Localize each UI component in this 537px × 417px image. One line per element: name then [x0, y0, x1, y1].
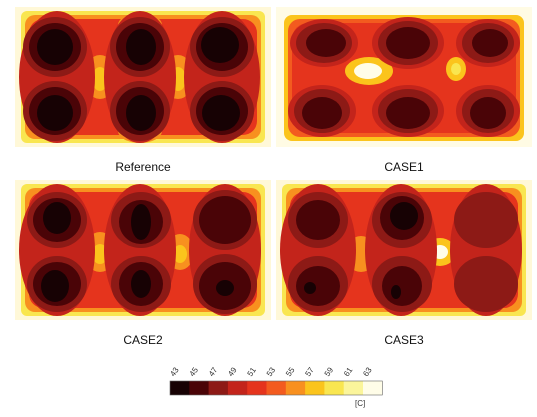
colorbar-tick-label: 55 [284, 365, 297, 378]
panel-label-case1: CASE1 [384, 160, 424, 174]
colorbar: 43 45 47 49 51 53 55 57 59 61 63 [168, 365, 383, 396]
colorbar-swatch [305, 381, 325, 395]
colorbar-tick-label: 57 [303, 365, 316, 378]
colorbar-tick-label: 49 [226, 365, 239, 378]
heatmap-case3 [276, 180, 532, 320]
colorbar-swatch [266, 381, 287, 395]
colorbar-swatch [363, 381, 383, 395]
colorbar-swatch [343, 381, 364, 395]
colorbar-swatch [189, 381, 209, 395]
heatmap-panel-case1 [276, 7, 532, 147]
colorbar-swatch [170, 381, 190, 395]
heatmap-panel-case2 [15, 180, 271, 320]
colorbar-tick-label: 51 [245, 365, 258, 378]
colorbar-tick-label: 45 [188, 365, 201, 378]
colorbar-tick-label: 53 [265, 365, 278, 378]
colorbar-swatch [324, 381, 345, 395]
panel-label-reference: Reference [115, 160, 171, 174]
panel-label-case2: CASE2 [123, 333, 163, 347]
panel-label-case3: CASE3 [384, 333, 424, 347]
hot-spots [345, 57, 466, 85]
colorbar-swatch [208, 381, 229, 395]
colorbar-swatch [227, 381, 248, 395]
colorbar-frame [169, 380, 383, 396]
heatmap-case2 [15, 180, 271, 320]
heatmap-case1 [276, 7, 532, 147]
colorbar-unit: [C] [355, 399, 366, 408]
heatmap-panel-reference [15, 7, 271, 147]
colorbar-tick-label: 61 [342, 365, 355, 378]
heatmap-reference [15, 7, 271, 147]
colorbar-swatch [247, 381, 267, 395]
colorbar-tick-label: 59 [323, 365, 336, 378]
colorbar-tick-label: 47 [207, 365, 220, 378]
colorbar-swatch [285, 381, 306, 395]
colorbar-tick-label: 43 [168, 365, 181, 378]
heatmap-panel-case3 [276, 180, 532, 320]
colorbar-tick-label: 63 [361, 365, 374, 378]
